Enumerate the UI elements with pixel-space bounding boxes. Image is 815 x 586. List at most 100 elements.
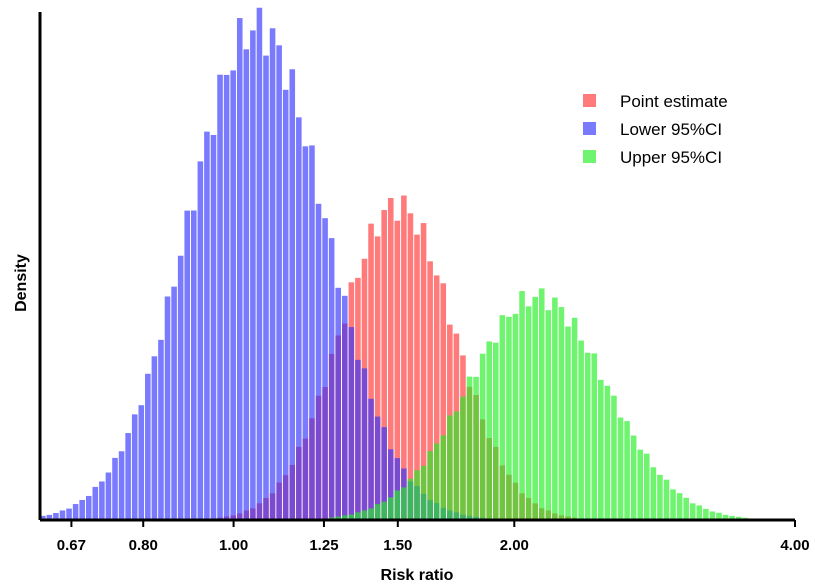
histogram-bar (394, 220, 401, 520)
histogram-bar (663, 479, 670, 520)
histogram-bar (53, 512, 59, 520)
histogram-bar (342, 515, 348, 520)
histogram-bar (387, 198, 394, 520)
histogram-bar (486, 341, 492, 520)
histogram-bar (387, 497, 394, 520)
histogram-bar (197, 161, 204, 520)
histogram-bar (493, 342, 499, 520)
histogram-bar (374, 416, 381, 520)
histogram-bar (374, 504, 381, 520)
histogram-bar (729, 515, 735, 520)
histogram-bar (598, 379, 604, 520)
histogram-bar (217, 74, 223, 521)
histogram-bar (387, 449, 394, 520)
histogram-bar (112, 457, 118, 520)
histogram-bar (164, 296, 171, 520)
histogram-bar (512, 313, 519, 520)
histogram-bar (59, 510, 66, 520)
histogram-bar (624, 421, 630, 520)
histogram-bar (499, 315, 506, 520)
histogram-bar (289, 69, 296, 521)
x-axis-title: Risk ratio (381, 567, 454, 584)
histogram-bar (670, 489, 676, 520)
histogram-bar (519, 291, 525, 520)
histogram-bar (66, 508, 72, 520)
legend: Point estimate Lower 95%CI Upper 95%CI (583, 92, 728, 167)
histogram-bar (315, 203, 322, 521)
histogram-bar (361, 510, 368, 520)
histogram-bar (571, 317, 578, 520)
histogram-bar (158, 339, 164, 520)
histogram-bar (611, 395, 617, 520)
histogram-bar (210, 134, 217, 521)
histogram-bar (171, 286, 177, 520)
histogram-bar (401, 487, 407, 520)
histogram-bar (79, 499, 85, 520)
histogram-bar (381, 501, 387, 520)
histogram-bar (689, 503, 696, 520)
histogram-bar (650, 467, 657, 520)
histogram-bar (703, 508, 709, 520)
histogram-bar (151, 356, 158, 520)
legend-label: Upper 95%CI (620, 148, 722, 167)
histogram-bar (545, 310, 552, 520)
histogram-bar (131, 414, 138, 520)
histogram-bar (447, 415, 453, 520)
histogram-bar (460, 396, 466, 520)
histogram-bar (644, 453, 650, 520)
histogram-bar (473, 376, 479, 520)
histogram-bar (204, 131, 210, 520)
histogram-bar (630, 435, 637, 520)
histogram-bar (453, 411, 460, 520)
histogram-bar (322, 218, 328, 520)
histogram-bar (414, 234, 420, 521)
histogram-bar (552, 297, 558, 520)
histogram-bar (118, 451, 125, 520)
x-tick-label: 1.25 (309, 537, 338, 554)
histogram-bar (407, 213, 414, 520)
histogram-bar (427, 261, 433, 520)
histogram-bar (335, 516, 341, 520)
histogram-bar (302, 146, 309, 520)
histogram-bar (722, 514, 729, 520)
histogram-bar (637, 449, 643, 520)
histogram-bar (394, 458, 401, 520)
histogram-bar (506, 316, 512, 520)
histogram-bar (394, 490, 401, 520)
x-tick-label: 0.67 (57, 537, 86, 554)
histogram-bar (282, 89, 289, 520)
histogram-bars (40, 7, 749, 521)
histogram-bar (342, 295, 348, 520)
histogram-bar (184, 210, 190, 520)
histogram-bar (584, 352, 591, 520)
histogram-bar (657, 474, 663, 520)
histogram-bar (276, 45, 282, 520)
histogram-bar (479, 353, 486, 520)
histogram-bar (617, 417, 624, 520)
histogram-bar (735, 516, 742, 520)
histogram-bar (348, 514, 355, 520)
histogram-bar (243, 49, 250, 521)
histogram-bar (368, 398, 374, 520)
histogram-bar (256, 7, 263, 520)
histogram-bar (440, 435, 447, 520)
histogram-bar (591, 353, 598, 520)
histogram-bar (433, 275, 440, 520)
x-tick-label: 4.00 (780, 537, 809, 554)
x-tick-label: 1.00 (219, 537, 248, 554)
histogram-bar (558, 307, 565, 520)
histogram-bar (696, 505, 703, 520)
legend-swatch (583, 122, 596, 135)
histogram-bar (538, 288, 545, 520)
histogram-bar (716, 512, 722, 520)
histogram-bar (348, 327, 355, 520)
histogram-bar (433, 443, 440, 520)
histogram-bar (532, 296, 538, 520)
histogram-bar (335, 287, 341, 520)
histogram-bar (361, 368, 368, 520)
histogram-bar (191, 210, 197, 521)
histogram-bar (683, 497, 689, 520)
histogram-bar (105, 472, 112, 520)
histogram-bar (355, 359, 361, 520)
